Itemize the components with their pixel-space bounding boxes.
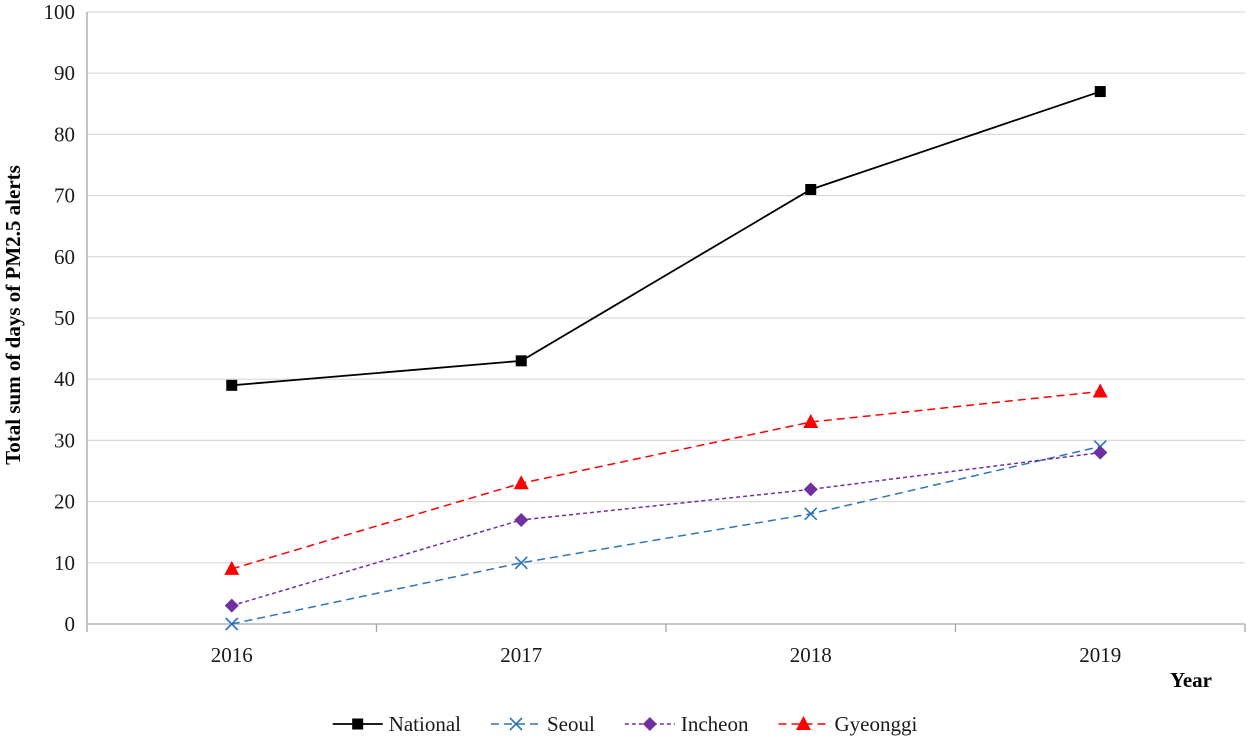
series-lines [231,90,1101,625]
y-tick-label: 60 [54,245,75,269]
series-line-national [231,90,1101,387]
y-tick-label: 40 [54,367,75,391]
data-point-incheon [1093,445,1108,460]
data-point-gyeonggi [513,475,529,490]
data-point-national [515,355,527,367]
series-markers [224,86,1108,631]
legend-label: Incheon [681,712,749,736]
legend: National Seoul Incheon Gyeonggi [332,712,917,736]
x-tick-label: 2018 [790,643,832,667]
x-tick-labels: 2016 2017 2018 2019 [211,643,1122,667]
y-tick-label: 50 [54,306,75,330]
gridlines [87,11,1245,564]
y-tick-label: 0 [65,612,76,636]
legend-swatch-marker [352,718,364,730]
legend-item-seoul: Seoul [491,712,595,736]
data-point-gyeonggi [224,560,240,575]
legend-item-incheon: Incheon [624,712,749,736]
legend-item-national: National [332,712,461,736]
x-tick-label: 2019 [1079,643,1121,667]
legend-item-gyeonggi: Gyeonggi [778,712,917,736]
y-tick-label: 100 [44,0,76,24]
data-point-seoul [514,556,528,570]
y-tick-label: 20 [54,490,75,514]
data-point-national [1094,86,1106,98]
y-tick-labels: 0 10 20 30 40 50 60 70 80 90 100 [44,0,76,636]
data-point-national [805,183,817,195]
data-point-gyeonggi [803,414,819,429]
data-point-seoul [804,507,818,521]
x-tick-label: 2017 [500,643,542,667]
legend-swatch-marker [509,717,523,731]
series-line-incheon [231,451,1101,607]
y-tick-label: 70 [54,184,75,208]
data-point-national [226,379,238,391]
data-point-incheon [803,482,818,497]
legend-label: National [389,712,461,736]
data-point-incheon [224,598,239,613]
y-tick-label: 80 [54,122,75,146]
y-tick-label: 30 [54,428,75,452]
y-tick-label: 10 [54,551,75,575]
legend-swatch-marker [795,716,811,730]
data-point-incheon [514,512,529,527]
data-point-seoul [225,617,239,631]
series-line-seoul [231,445,1101,625]
legend-label: Gyeonggi [834,712,917,736]
x-tick-label: 2016 [211,643,253,667]
legend-swatch-marker [642,717,657,731]
y-axis-title: Total sum of days of PM2.5 alerts [1,165,25,465]
legend-label: Seoul [547,712,595,736]
data-point-gyeonggi [1092,383,1108,398]
axes [86,12,1246,632]
series-line-gyeonggi [231,390,1101,570]
x-axis-title: Year [1170,668,1212,692]
y-tick-label: 90 [54,61,75,85]
